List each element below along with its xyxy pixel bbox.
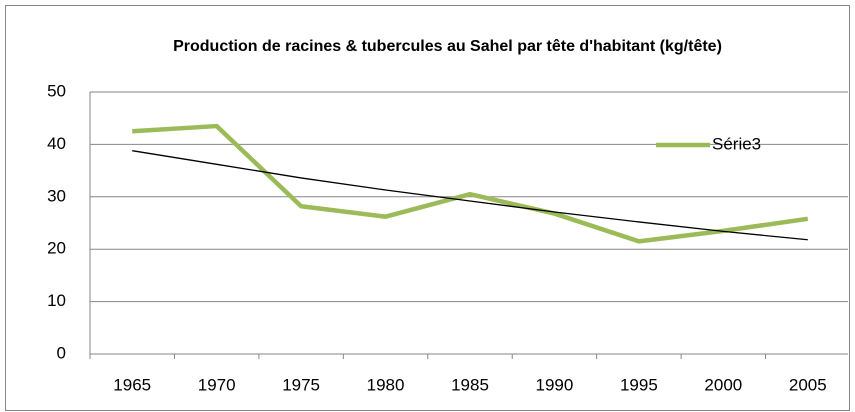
x-tick-label: 2005 <box>789 375 827 394</box>
data-line <box>132 123 809 244</box>
x-tick-label: 1970 <box>198 375 236 394</box>
trend-line <box>132 150 808 241</box>
x-tick-label: 1965 <box>113 375 151 394</box>
y-tick-label: 10 <box>47 291 66 310</box>
chart-title: Production de racines & tubercules au Sa… <box>173 38 722 55</box>
x-tick-label: 1975 <box>282 375 320 394</box>
y-tick-label: 40 <box>47 134 66 153</box>
title-box: Production de racines & tubercules au Sa… <box>173 38 722 55</box>
x-tick-label: 1995 <box>620 375 658 394</box>
x-tick-label: 1990 <box>536 375 574 394</box>
x-tick-label: 1980 <box>367 375 405 394</box>
y-tick-label: 0 <box>57 343 66 362</box>
x-tick-label: 2000 <box>704 375 742 394</box>
y-tick-label: 20 <box>47 239 66 258</box>
y-tick-label: 50 <box>47 81 66 100</box>
y-tick-label: 30 <box>47 186 66 205</box>
legend-label: Série3 <box>712 134 761 153</box>
x-tick-label: 1985 <box>451 375 489 394</box>
chart-border <box>5 5 850 411</box>
